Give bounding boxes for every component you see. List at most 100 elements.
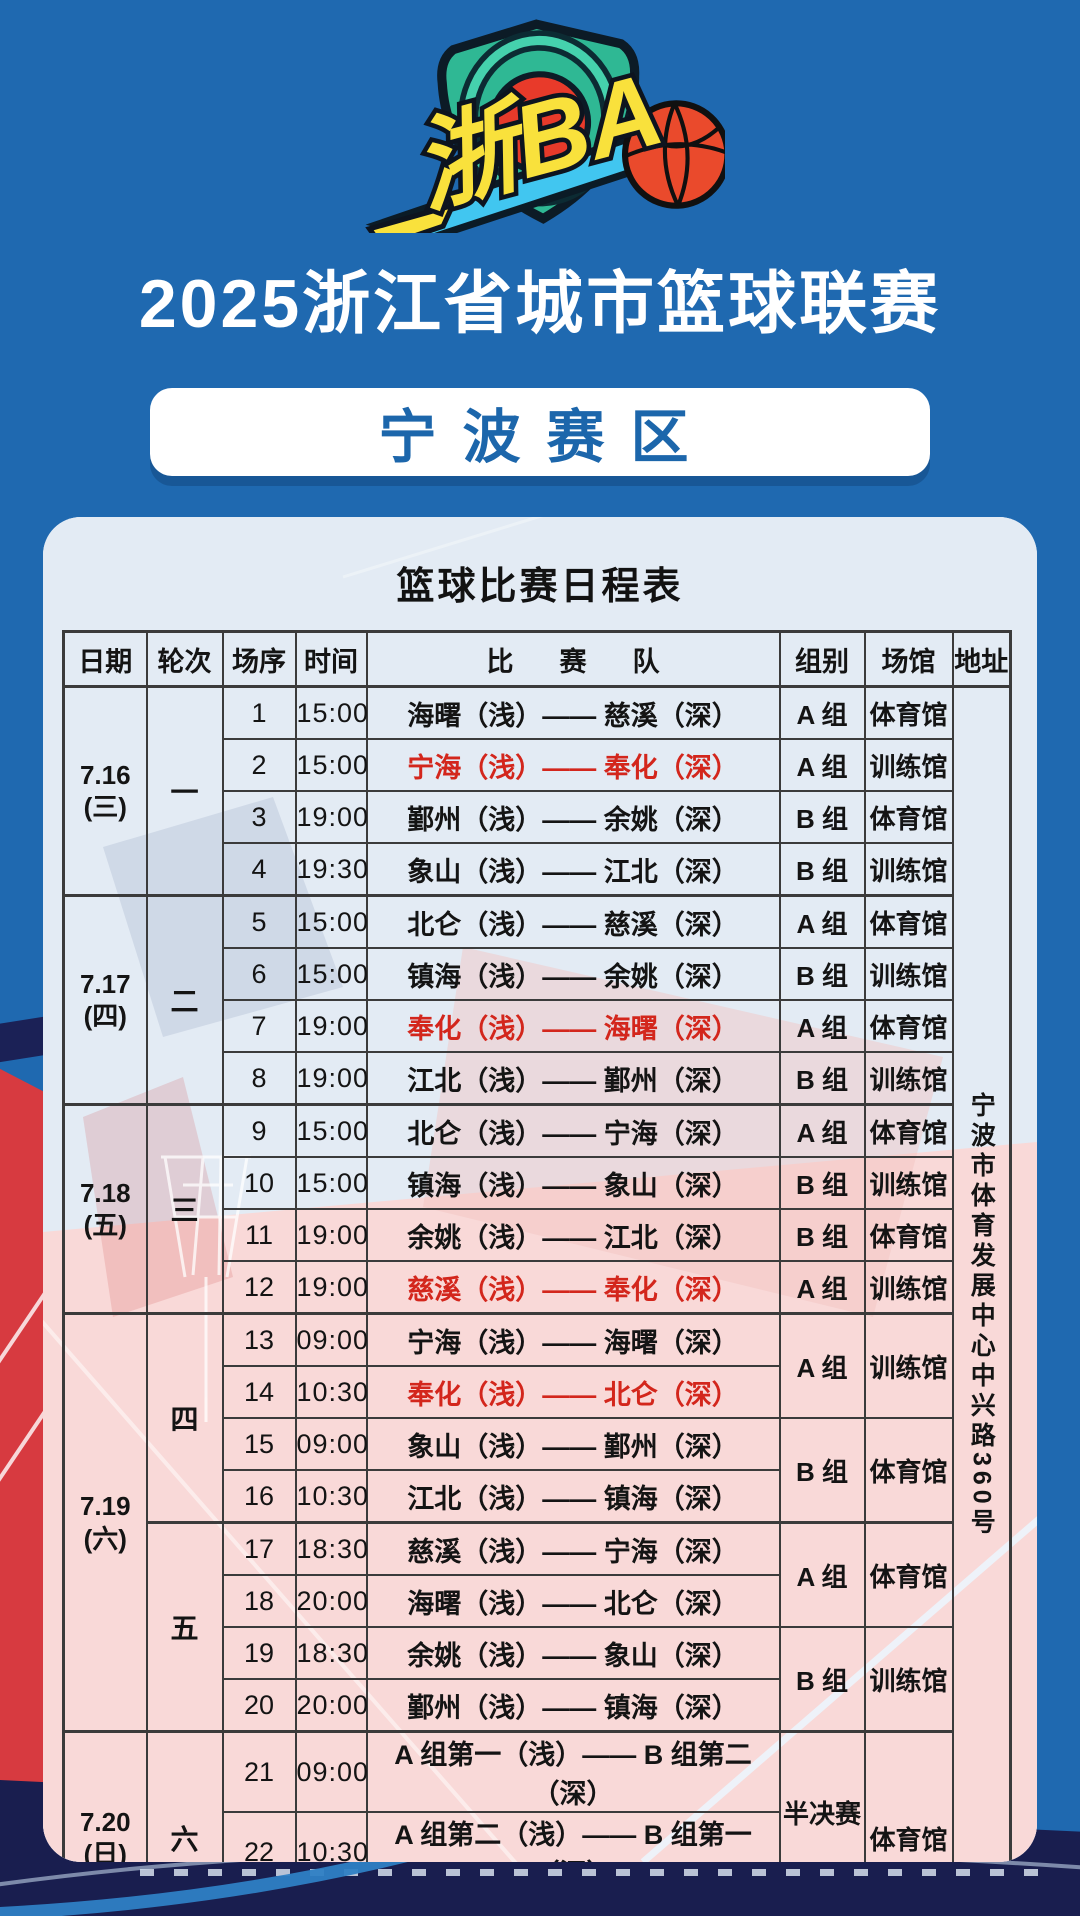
col-header-venue: 场馆 — [863, 630, 954, 688]
table-row: 7.16 (三) 一 1 15:00 海曙（浅）—— 慈溪（深） A 组 体育馆 … — [62, 685, 1012, 1862]
game-time: 15:00 — [294, 1156, 368, 1210]
date-cell: 7.16 (三) — [62, 685, 148, 897]
game-no: 12 — [221, 1260, 297, 1315]
game-time: 10:30 — [294, 1469, 368, 1524]
game-time: 19:00 — [294, 790, 368, 844]
region-badge: 宁波赛区 — [150, 388, 930, 476]
game-no: 16 — [221, 1469, 297, 1524]
match-cell: 海曙（浅）—— 慈溪（深） — [365, 685, 781, 740]
group-cell: B 组 — [778, 1626, 866, 1733]
match-cell: 宁海（浅）—— 奉化（深） — [365, 738, 781, 792]
table-header-row: 日期 轮次 场序 时间 比赛队 组别 场馆 地址 — [62, 630, 1012, 688]
table-row: 11 19:00 余姚（浅）—— 江北（深） B 组 体育馆 — [64, 1208, 1011, 1262]
match-cell: A 组第二（浅）—— B 组第一（深） — [365, 1811, 781, 1862]
col-header-address: 地址 — [951, 630, 1012, 688]
date-cell: 7.19 (六) — [62, 1312, 148, 1733]
match-cell: 鄞州（浅）—— 余姚（深） — [365, 790, 781, 844]
game-time: 19:30 — [294, 842, 368, 897]
game-time: 20:00 — [294, 1678, 368, 1733]
game-no: 22 — [221, 1811, 297, 1862]
group-cell: A 组 — [778, 999, 866, 1053]
venue-cell: 体育馆 — [863, 1417, 954, 1524]
game-no: 13 — [221, 1312, 297, 1367]
match-cell: 宁海（浅）—— 海曙（深） — [365, 1312, 781, 1367]
match-cell: 江北（浅）—— 镇海（深） — [365, 1469, 781, 1524]
game-no: 15 — [221, 1417, 297, 1471]
date-cell: 7.17 (四) — [62, 894, 148, 1106]
match-cell: 余姚（浅）—— 江北（深） — [365, 1208, 781, 1262]
date-cell: 7.18 (五) — [62, 1103, 148, 1315]
game-time: 15:00 — [294, 1103, 368, 1158]
match-cell: A 组第一（浅）—— B 组第二（深） — [365, 1730, 781, 1813]
col-header-no: 场序 — [221, 630, 297, 688]
game-no: 10 — [221, 1156, 297, 1210]
zhe-ba-league-logo: 浙BA — [365, 19, 725, 233]
game-time: 19:00 — [294, 1260, 368, 1315]
table-row: 7.17 (四) 二 5 15:00 北仑（浅）—— 慈溪（深） A 组 体育馆 — [62, 894, 1011, 1106]
match-cell: 镇海（浅）—— 象山（深） — [365, 1156, 781, 1210]
venue-cell: 体育馆 — [863, 1208, 954, 1262]
group-cell: B 组 — [778, 842, 866, 897]
venue-cell: 训练馆 — [863, 1312, 954, 1419]
group-cell: B 组 — [778, 1156, 866, 1210]
game-no: 5 — [221, 894, 297, 949]
venue-cell: 训练馆 — [863, 1626, 954, 1733]
group-cell: A 组 — [778, 1312, 866, 1419]
table-row: 8 19:00 江北（浅）—— 鄞州（深） B 组 训练馆 — [64, 1051, 1011, 1106]
schedule-table: 日期 轮次 场序 时间 比赛队 组别 场馆 地址 7.16 (三) 一 1 15:… — [62, 630, 1012, 1862]
match-cell: 奉化（浅）—— 北仑（深） — [365, 1365, 781, 1419]
game-no: 8 — [221, 1051, 297, 1106]
round-cell: 二 — [145, 894, 224, 1106]
game-time: 10:30 — [294, 1365, 368, 1419]
game-time: 18:30 — [294, 1521, 368, 1576]
match-cell: 北仑（浅）—— 慈溪（深） — [365, 894, 781, 949]
col-header-teams: 比赛队 — [365, 630, 781, 688]
match-cell: 慈溪（浅）—— 宁海（深） — [365, 1521, 781, 1576]
venue-cell: 体育馆 — [863, 685, 954, 740]
table-row: 4 19:30 象山（浅）—— 江北（深） B 组 训练馆 — [64, 842, 1011, 897]
game-time: 19:00 — [294, 999, 368, 1053]
table-row: 14 10:30 奉化（浅）—— 北仑（深） — [64, 1365, 1011, 1419]
match-cell: 余姚（浅）—— 象山（深） — [365, 1626, 781, 1680]
venue-cell: 训练馆 — [863, 1260, 954, 1315]
game-time: 19:00 — [294, 1051, 368, 1106]
date-cell: 7.20 (日) — [62, 1730, 148, 1862]
game-no: 3 — [221, 790, 297, 844]
group-cell: A 组 — [778, 1103, 866, 1158]
game-time: 09:00 — [294, 1730, 368, 1813]
game-no: 2 — [221, 738, 297, 792]
table-row: 15 09:00 象山（浅）—— 鄞州（深） B 组 体育馆 — [64, 1417, 1011, 1524]
card-title: 篮球比赛日程表 — [396, 566, 684, 608]
table-row: 3 19:00 鄞州（浅）—— 余姚（深） B 组 体育馆 — [64, 790, 1011, 844]
game-no: 11 — [221, 1208, 297, 1262]
group-cell: B 组 — [778, 1208, 866, 1262]
address-cell: 宁波市体育发展中心中兴路360号 — [951, 685, 1012, 1862]
group-cell: B 组 — [778, 1417, 866, 1524]
game-no: 4 — [221, 842, 297, 897]
match-cell: 北仑（浅）—— 宁海（深） — [365, 1103, 781, 1158]
col-header-time: 时间 — [294, 630, 368, 688]
table-row: 12 19:00 慈溪（浅）—— 奉化（深） A 组 训练馆 — [64, 1260, 1011, 1315]
match-cell: 慈溪（浅）—— 奉化（深） — [365, 1260, 781, 1315]
table-row: 7.18 (五) 三 9 15:00 北仑（浅）—— 宁海（深） A 组 体育馆 — [62, 1103, 1011, 1315]
game-time: 15:00 — [294, 947, 368, 1001]
round-cell: 六 — [145, 1730, 224, 1862]
game-no: 19 — [221, 1626, 297, 1680]
game-no: 6 — [221, 947, 297, 1001]
venue-cell: 体育馆 — [863, 894, 954, 949]
game-no: 7 — [221, 999, 297, 1053]
game-no: 17 — [221, 1521, 297, 1576]
venue-cell: 训练馆 — [863, 842, 954, 897]
match-cell: 鄞州（浅）—— 镇海（深） — [365, 1678, 781, 1733]
match-cell: 象山（浅）—— 江北（深） — [365, 842, 781, 897]
group-cell: B 组 — [778, 947, 866, 1001]
bottom-dashed-line — [140, 1869, 1040, 1876]
match-cell: 镇海（浅）—— 余姚（深） — [365, 947, 781, 1001]
game-no: 21 — [221, 1730, 297, 1813]
group-cell: B 组 — [778, 790, 866, 844]
game-time: 15:00 — [294, 894, 368, 949]
match-cell: 奉化（浅）—— 海曙（深） — [365, 999, 781, 1053]
table-row: 7.20 (日) 六 21 09:00 A 组第一（浅）—— B 组第二（深） 半… — [62, 1730, 1011, 1862]
table-row: 五 17 18:30 慈溪（浅）—— 宁海（深） A 组 体育馆 — [64, 1521, 1011, 1733]
